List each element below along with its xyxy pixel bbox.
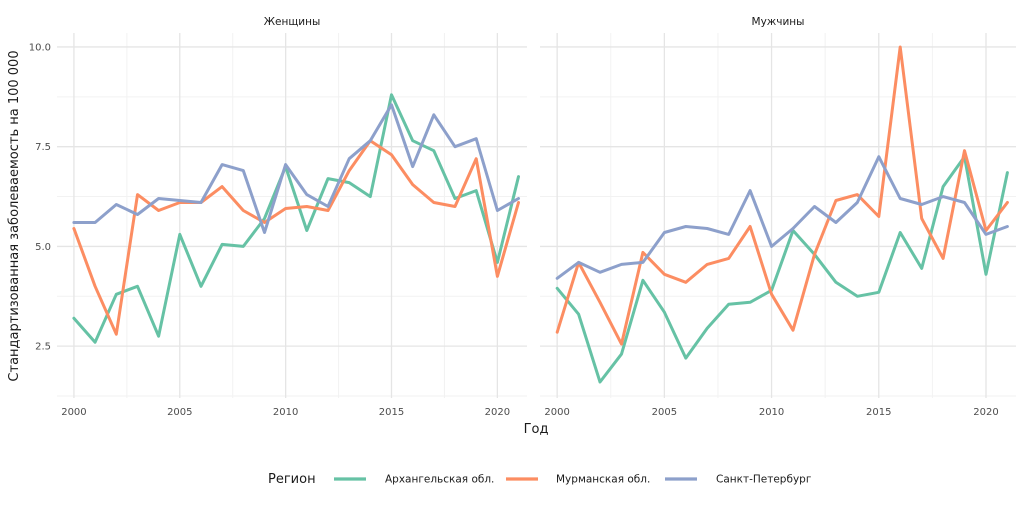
legend-label: Мурманская обл. [556, 474, 650, 486]
y-tick-label: 10.0 [29, 42, 51, 53]
facet-panel-2: Мужчины 2000 2005 2010 2015 2020 [540, 16, 1016, 418]
y-tick-label: 5.0 [35, 242, 51, 253]
series-line [72, 139, 520, 336]
series-line [555, 155, 1009, 280]
x-tick-label: 2010 [759, 407, 784, 418]
x-tick-label: 2000 [61, 407, 86, 418]
x-tick-label: 2000 [544, 407, 569, 418]
y-tick-label: 2.5 [35, 342, 51, 353]
x-tick-label: 2010 [273, 407, 298, 418]
x-tick-label: 2020 [973, 407, 998, 418]
legend-label: Санкт-Петербург [716, 474, 811, 486]
x-tick-label: 2005 [167, 407, 192, 418]
facet-panel-1: Женщины 2000 2005 2010 2015 2020 2.5 5.0 7.5 10.0 [29, 16, 527, 418]
facet-title: Мужчины [752, 16, 805, 28]
series-line [72, 103, 520, 234]
series-line [555, 155, 1009, 384]
y-tick-label: 7.5 [35, 142, 51, 153]
legend-title: Регион [268, 472, 316, 487]
y-axis-title: Стандартизованная заболеваемость на 100 … [7, 50, 22, 381]
x-tick-label: 2015 [866, 407, 891, 418]
legend-label: Архангельская обл. [385, 474, 494, 486]
x-tick-label: 2020 [485, 407, 510, 418]
series-line [72, 93, 520, 344]
facet-title: Женщины [264, 16, 321, 28]
legend: Регион Архангельская обл. Мурманская обл. С… [268, 472, 811, 487]
x-axis-title: Год [524, 422, 549, 437]
x-tick-label: 2015 [379, 407, 404, 418]
x-tick-label: 2005 [652, 407, 677, 418]
series-line [555, 45, 1009, 346]
